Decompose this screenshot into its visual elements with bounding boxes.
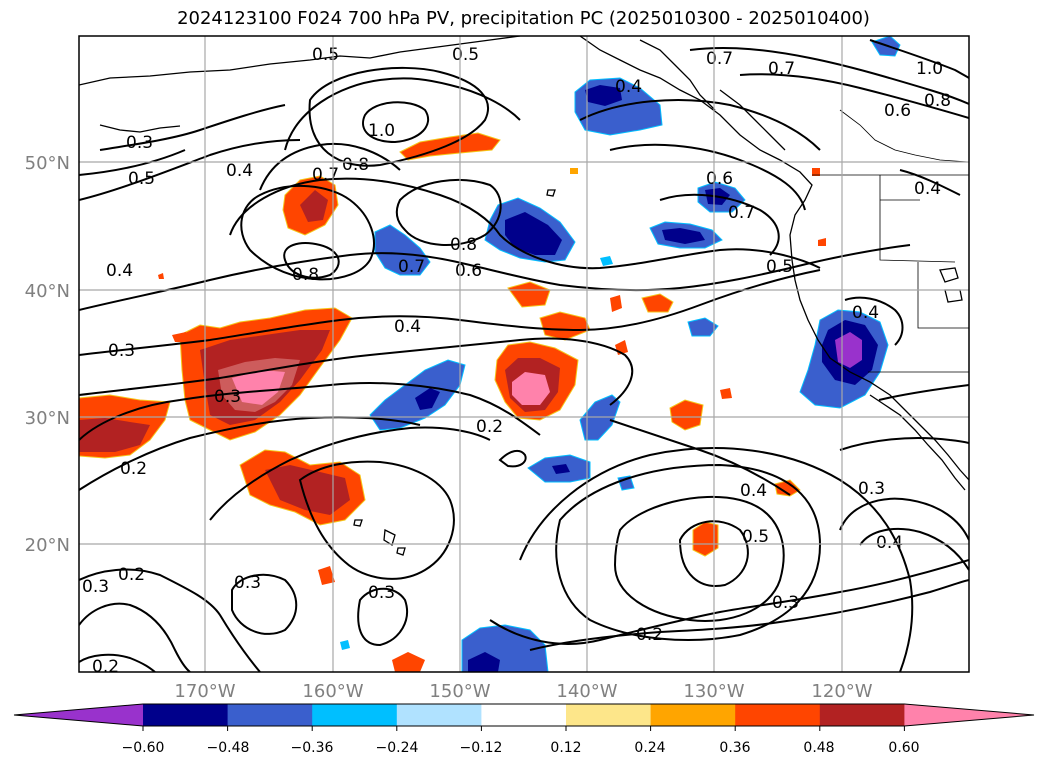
lat-label-40n: 40°N <box>25 281 70 302</box>
latitude-labels: 50°N 40°N 30°N 20°N <box>25 153 70 556</box>
contour-label: 0.4 <box>740 481 767 501</box>
colorbar-segment <box>227 704 313 726</box>
colorbar-tick-label: −0.12 <box>460 740 503 756</box>
contour-label: 0.5 <box>312 45 339 65</box>
gridlines <box>79 36 969 672</box>
contour-label: 0.8 <box>924 91 951 111</box>
contour-label: 0.3 <box>126 133 153 153</box>
colorbar-tick-label: −0.60 <box>122 740 165 756</box>
contour-label: 0.3 <box>214 387 241 407</box>
contour-label: 0.3 <box>368 583 395 603</box>
colorbar-tick-label: 0.24 <box>634 740 665 756</box>
lon-label-150w: 150°W <box>429 681 490 702</box>
contour-label: 0.4 <box>615 77 642 97</box>
contour-label: 0.5 <box>742 527 769 547</box>
colorbar-segment <box>735 704 821 726</box>
contour-label: 0.7 <box>768 59 795 79</box>
contour-label: 0.5 <box>452 45 479 65</box>
lon-label-140w: 140°W <box>556 681 617 702</box>
colorbar-tick-label: 0.60 <box>888 740 919 756</box>
contour-label: 0.3 <box>234 573 261 593</box>
contour-label: 0.7 <box>312 165 339 185</box>
contour-label: 0.6 <box>884 101 911 121</box>
pv-contours <box>79 39 969 672</box>
contour-label: 0.5 <box>128 169 155 189</box>
contour-label: 0.2 <box>476 417 503 437</box>
contour-label: 1.0 <box>916 59 943 79</box>
contour-label: 0.2 <box>636 625 663 645</box>
colorbar-tick-label: −0.48 <box>207 740 250 756</box>
contour-label: 0.7 <box>398 257 425 277</box>
lon-label-120w: 120°W <box>811 681 872 702</box>
contour-label: 0.7 <box>728 203 755 223</box>
lon-label-130w: 130°W <box>683 681 744 702</box>
colorbar-segment <box>312 704 398 726</box>
contour-label: 0.4 <box>106 261 133 281</box>
contour-label: 0.2 <box>118 565 145 585</box>
contour-label: 0.3 <box>772 593 799 613</box>
contour-label: 0.8 <box>342 155 369 175</box>
colorbar-tick-label: 0.36 <box>719 740 750 756</box>
colorbar-tick-label: −0.36 <box>291 740 334 756</box>
lat-label-30n: 30°N <box>25 408 70 429</box>
contour-label: 0.3 <box>858 479 885 499</box>
borders <box>812 109 969 373</box>
contour-label: 0.3 <box>82 577 109 597</box>
colorbar-tick-label: 0.48 <box>803 740 834 756</box>
coastlines <box>79 36 969 556</box>
colorbar-tick-label: 0.12 <box>550 740 581 756</box>
colorbar-extend-min <box>14 704 143 726</box>
lat-label-20n: 20°N <box>25 535 70 556</box>
map-plot-area: 0.5 0.5 0.4 0.7 0.7 1.0 0.8 0.6 0.3 0.4 … <box>79 36 969 677</box>
colorbar <box>13 703 1035 731</box>
plot-frame <box>78 35 970 673</box>
colorbar-ticks: −0.60 −0.48 −0.36 −0.24 −0.12 0.12 0.24 … <box>122 740 920 756</box>
colorbar-segment <box>396 704 482 726</box>
colorbar-extend-max <box>904 704 1034 726</box>
lon-label-160w: 160°W <box>302 681 363 702</box>
lat-label-50n: 50°N <box>25 153 70 174</box>
lon-label-170w: 170°W <box>174 681 235 702</box>
contour-labels: 0.5 0.5 0.4 0.7 0.7 1.0 0.8 0.6 0.3 0.4 … <box>82 45 951 677</box>
contour-label: 0.3 <box>108 341 135 361</box>
colorbar-segment <box>566 704 652 726</box>
longitude-labels: 170°W 160°W 150°W 140°W 130°W 120°W <box>174 681 872 702</box>
colorbar-segment <box>143 704 229 726</box>
contour-label: 0.2 <box>120 459 147 479</box>
contour-label: 0.5 <box>766 257 793 277</box>
contour-label: 0.4 <box>852 303 879 323</box>
contour-label: 0.2 <box>92 657 119 677</box>
contour-label: 0.4 <box>394 317 421 337</box>
contour-label: 0.7 <box>706 49 733 69</box>
contour-label: 0.8 <box>292 265 319 285</box>
contour-label: 0.6 <box>706 169 733 189</box>
contour-label: 1.0 <box>368 121 395 141</box>
colorbar-segment <box>650 704 736 726</box>
contour-label: 0.4 <box>876 533 903 553</box>
colorbar-segment <box>819 704 905 726</box>
colorbar-segment <box>481 704 567 726</box>
contour-label: 0.8 <box>450 235 477 255</box>
contour-label: 0.6 <box>455 261 482 281</box>
colorbar-tick-label: −0.24 <box>376 740 419 756</box>
contour-label: 0.4 <box>226 161 253 181</box>
contour-label: 0.4 <box>914 179 941 199</box>
map-title: 2024123100 F024 700 hPa PV, precipitatio… <box>177 8 870 29</box>
